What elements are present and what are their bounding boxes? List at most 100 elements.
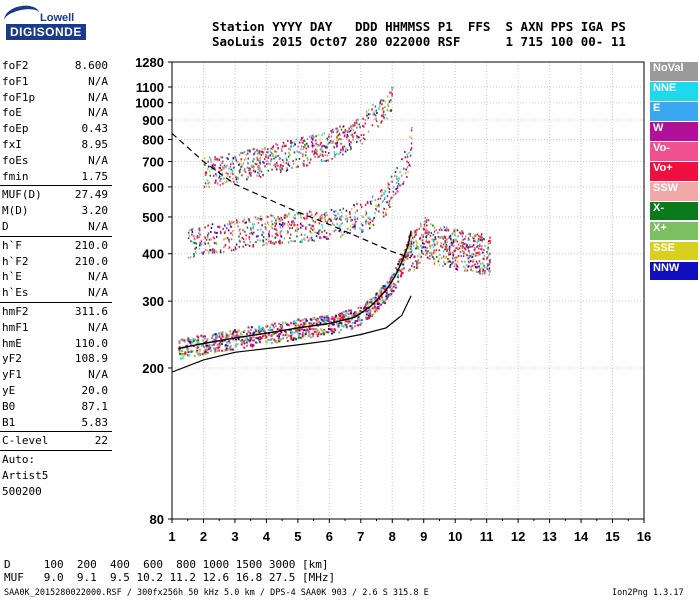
echo-point [326, 314, 329, 317]
echo-point [274, 233, 277, 236]
echo-point [380, 194, 383, 197]
legend-item-noval: NoVal [650, 62, 698, 81]
param-row-fxi: fxI 8.95 [0, 137, 112, 153]
echo-point [402, 267, 405, 270]
echo-point [409, 154, 412, 157]
echo-point [319, 154, 322, 157]
echo-point [206, 167, 209, 170]
echo-point [226, 175, 229, 178]
echo-point [285, 336, 288, 339]
echo-point [312, 138, 314, 141]
echo-point [426, 256, 429, 259]
echo-point [252, 227, 254, 230]
echo-point [311, 213, 313, 216]
echo-point [322, 330, 325, 333]
echo-point [342, 233, 345, 236]
echo-point [413, 235, 416, 238]
parameter-panel: foF2 8.600 foF1 N/A foF1p N/A foE N/A foEp 0.43 fx… [0, 58, 112, 500]
echo-point [310, 323, 313, 326]
echo-point [454, 233, 456, 236]
echo-point [402, 181, 405, 184]
param-row-hf2: h`F2 210.0 [0, 254, 112, 270]
echo-point [219, 164, 222, 167]
echo-point [385, 213, 387, 216]
echo-point [458, 247, 461, 250]
echo-point [333, 230, 335, 233]
echo-point [275, 241, 277, 244]
echo-point [387, 183, 390, 186]
echo-point [187, 337, 190, 340]
echo-point [365, 310, 368, 313]
echo-point [242, 245, 245, 248]
echo-point [462, 238, 464, 241]
echo-point [287, 225, 290, 228]
legend-item-nne: NNE [650, 81, 698, 101]
echo-point [300, 214, 302, 217]
echo-point [333, 151, 336, 154]
param-row-yf1: yF1 N/A [0, 367, 112, 383]
echo-point [204, 226, 206, 229]
echo-point [354, 215, 356, 218]
echo-point [231, 332, 234, 335]
echo-point [286, 232, 289, 235]
legend-item-x: X+ [650, 221, 698, 241]
echo-point [310, 158, 312, 161]
echo-point [477, 237, 480, 240]
echo-point [204, 172, 207, 175]
echo-point [288, 147, 290, 150]
echo-point [326, 237, 328, 240]
echo-point [242, 237, 245, 240]
echo-point [345, 320, 348, 323]
echo-point [238, 235, 240, 238]
echo-point [350, 327, 353, 330]
echo-point [310, 236, 313, 239]
echo-point [390, 276, 393, 279]
echo-point [247, 330, 250, 333]
echo-point [268, 240, 270, 243]
echo-point [196, 341, 199, 344]
echo-point [431, 238, 434, 241]
echo-point [298, 332, 301, 335]
param-row-foe: foE N/A [0, 105, 112, 121]
echo-point [313, 150, 316, 153]
header-line1: Station YYYY DAY DDD HHMMSS P1 FFS S AXN… [212, 19, 626, 34]
param-row-hes: h`Es N/A [0, 285, 112, 301]
echo-point [346, 136, 348, 139]
echo-point [306, 328, 309, 331]
echo-point [238, 169, 241, 172]
echo-point [420, 238, 422, 241]
echo-point [296, 227, 298, 230]
echo-point [385, 291, 388, 294]
echo-point [197, 236, 200, 239]
echo-point [466, 269, 469, 272]
echo-point [400, 174, 403, 177]
echo-point [489, 270, 491, 273]
echo-point [383, 110, 385, 113]
echo-point [188, 234, 191, 237]
echo-point [341, 126, 344, 129]
legend-item-vo: Vo- [650, 141, 698, 161]
echo-point [191, 341, 194, 344]
echo-point [483, 258, 485, 261]
echo-point [397, 190, 399, 193]
echo-point [348, 127, 350, 130]
echo-point [291, 331, 294, 334]
y-tick-label: 1000 [135, 96, 164, 111]
echo-point [488, 263, 491, 266]
echo-point [232, 173, 234, 176]
echo-point [461, 260, 463, 263]
echo-point [312, 154, 315, 157]
echo-point [339, 229, 342, 232]
echo-point [448, 247, 451, 250]
echo-point [475, 234, 477, 237]
echo-point [252, 167, 255, 170]
echo-point [358, 314, 361, 317]
echo-point [348, 210, 351, 213]
echo-point [296, 224, 299, 227]
echo-point [408, 151, 410, 154]
echo-point [354, 124, 356, 127]
echo-point [300, 328, 303, 331]
echo-point [387, 181, 389, 184]
echo-point [259, 215, 262, 218]
echo-point [388, 183, 391, 186]
